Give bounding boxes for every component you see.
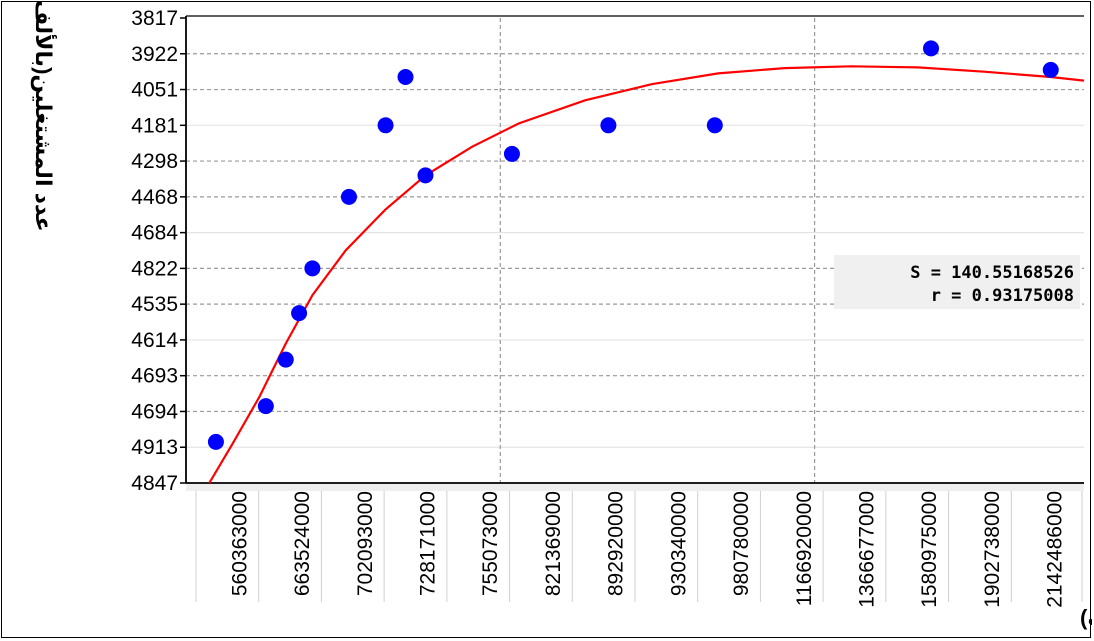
- stats-r: r = 0.93175008: [931, 286, 1074, 306]
- x-axis-band: [186, 483, 1084, 491]
- data-point: [600, 117, 616, 133]
- y-tick-label: 3817: [131, 7, 178, 30]
- y-tick-label: 4913: [131, 436, 178, 459]
- x-tick-labels: 560363000 663524000 702093000 728171000 7550…: [228, 491, 1066, 608]
- y-tick-label: 4693: [131, 365, 178, 388]
- x-tick-label: 663524000: [291, 491, 314, 596]
- y-tick-label: 3922: [131, 43, 178, 66]
- data-point: [341, 189, 357, 205]
- x-tick-label: 1166920000: [793, 491, 816, 606]
- y-tick-label: 4684: [131, 222, 178, 245]
- x-tick-label: 821369000: [542, 491, 565, 596]
- data-point: [923, 40, 939, 56]
- stats-box: S = 140.55168526 r = 0.93175008: [834, 255, 1080, 309]
- x-tick-label: 560363000: [228, 491, 251, 596]
- x-axis-label: حجم الدخل القومي(بالألف): [1080, 603, 1092, 631]
- stats-s: S = 140.55168526: [910, 263, 1074, 283]
- x-tick-label: 755073000: [479, 491, 502, 596]
- data-point: [504, 146, 520, 162]
- x-tick-label: 980780000: [730, 491, 753, 596]
- x-tick-label: 1580975000: [918, 491, 941, 608]
- y-tick-label: 4847: [131, 472, 178, 495]
- x-tick-label: 728171000: [417, 491, 440, 596]
- y-tick-label: 4535: [131, 293, 178, 316]
- data-point: [398, 69, 414, 85]
- y-tick-labels: 3817 3922 4051 4181 4298 4468 4684 4822 4535 4614…: [131, 7, 178, 495]
- y-tick-label: 4614: [131, 329, 178, 352]
- y-tick-label: 4822: [131, 257, 178, 280]
- x-tick-label: 2142486000: [1044, 491, 1067, 608]
- y-axis-label: عدد المشتغلين(بالألف): [30, 2, 58, 232]
- y-tick-label: 4298: [131, 150, 178, 173]
- data-point: [278, 352, 294, 368]
- data-point: [378, 117, 394, 133]
- data-point: [291, 305, 307, 321]
- y-tick-label: 4468: [131, 186, 178, 209]
- y-tick-label: 4694: [131, 400, 178, 423]
- data-point: [208, 434, 224, 450]
- x-tick-label: 930340000: [667, 491, 690, 596]
- y-tick-label: 4181: [131, 114, 178, 137]
- y-tick-label: 4051: [131, 79, 178, 102]
- data-point: [1043, 62, 1059, 78]
- x-tick-label: 1902738000: [981, 491, 1004, 608]
- data-point: [417, 167, 433, 183]
- x-tick-label: 892920000: [605, 491, 628, 596]
- data-point: [258, 398, 274, 414]
- data-points: [208, 40, 1059, 449]
- data-point: [707, 117, 723, 133]
- x-tick-label: 1366677000: [856, 491, 879, 608]
- x-tick-label: 702093000: [354, 491, 377, 596]
- data-point: [304, 260, 320, 276]
